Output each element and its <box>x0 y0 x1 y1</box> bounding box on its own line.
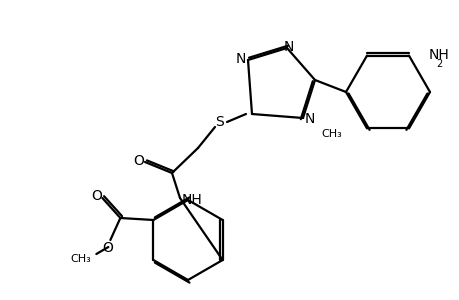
Text: O: O <box>133 154 144 168</box>
Text: S: S <box>215 115 224 129</box>
Text: NH: NH <box>428 48 449 62</box>
Text: CH₃: CH₃ <box>320 129 341 139</box>
Text: CH₃: CH₃ <box>70 254 90 264</box>
Text: N: N <box>283 40 294 54</box>
Text: NH: NH <box>181 193 202 207</box>
Text: N: N <box>235 52 246 66</box>
Text: O: O <box>102 241 112 255</box>
Text: O: O <box>91 189 101 203</box>
Text: N: N <box>304 112 314 126</box>
Text: 2: 2 <box>436 58 442 69</box>
